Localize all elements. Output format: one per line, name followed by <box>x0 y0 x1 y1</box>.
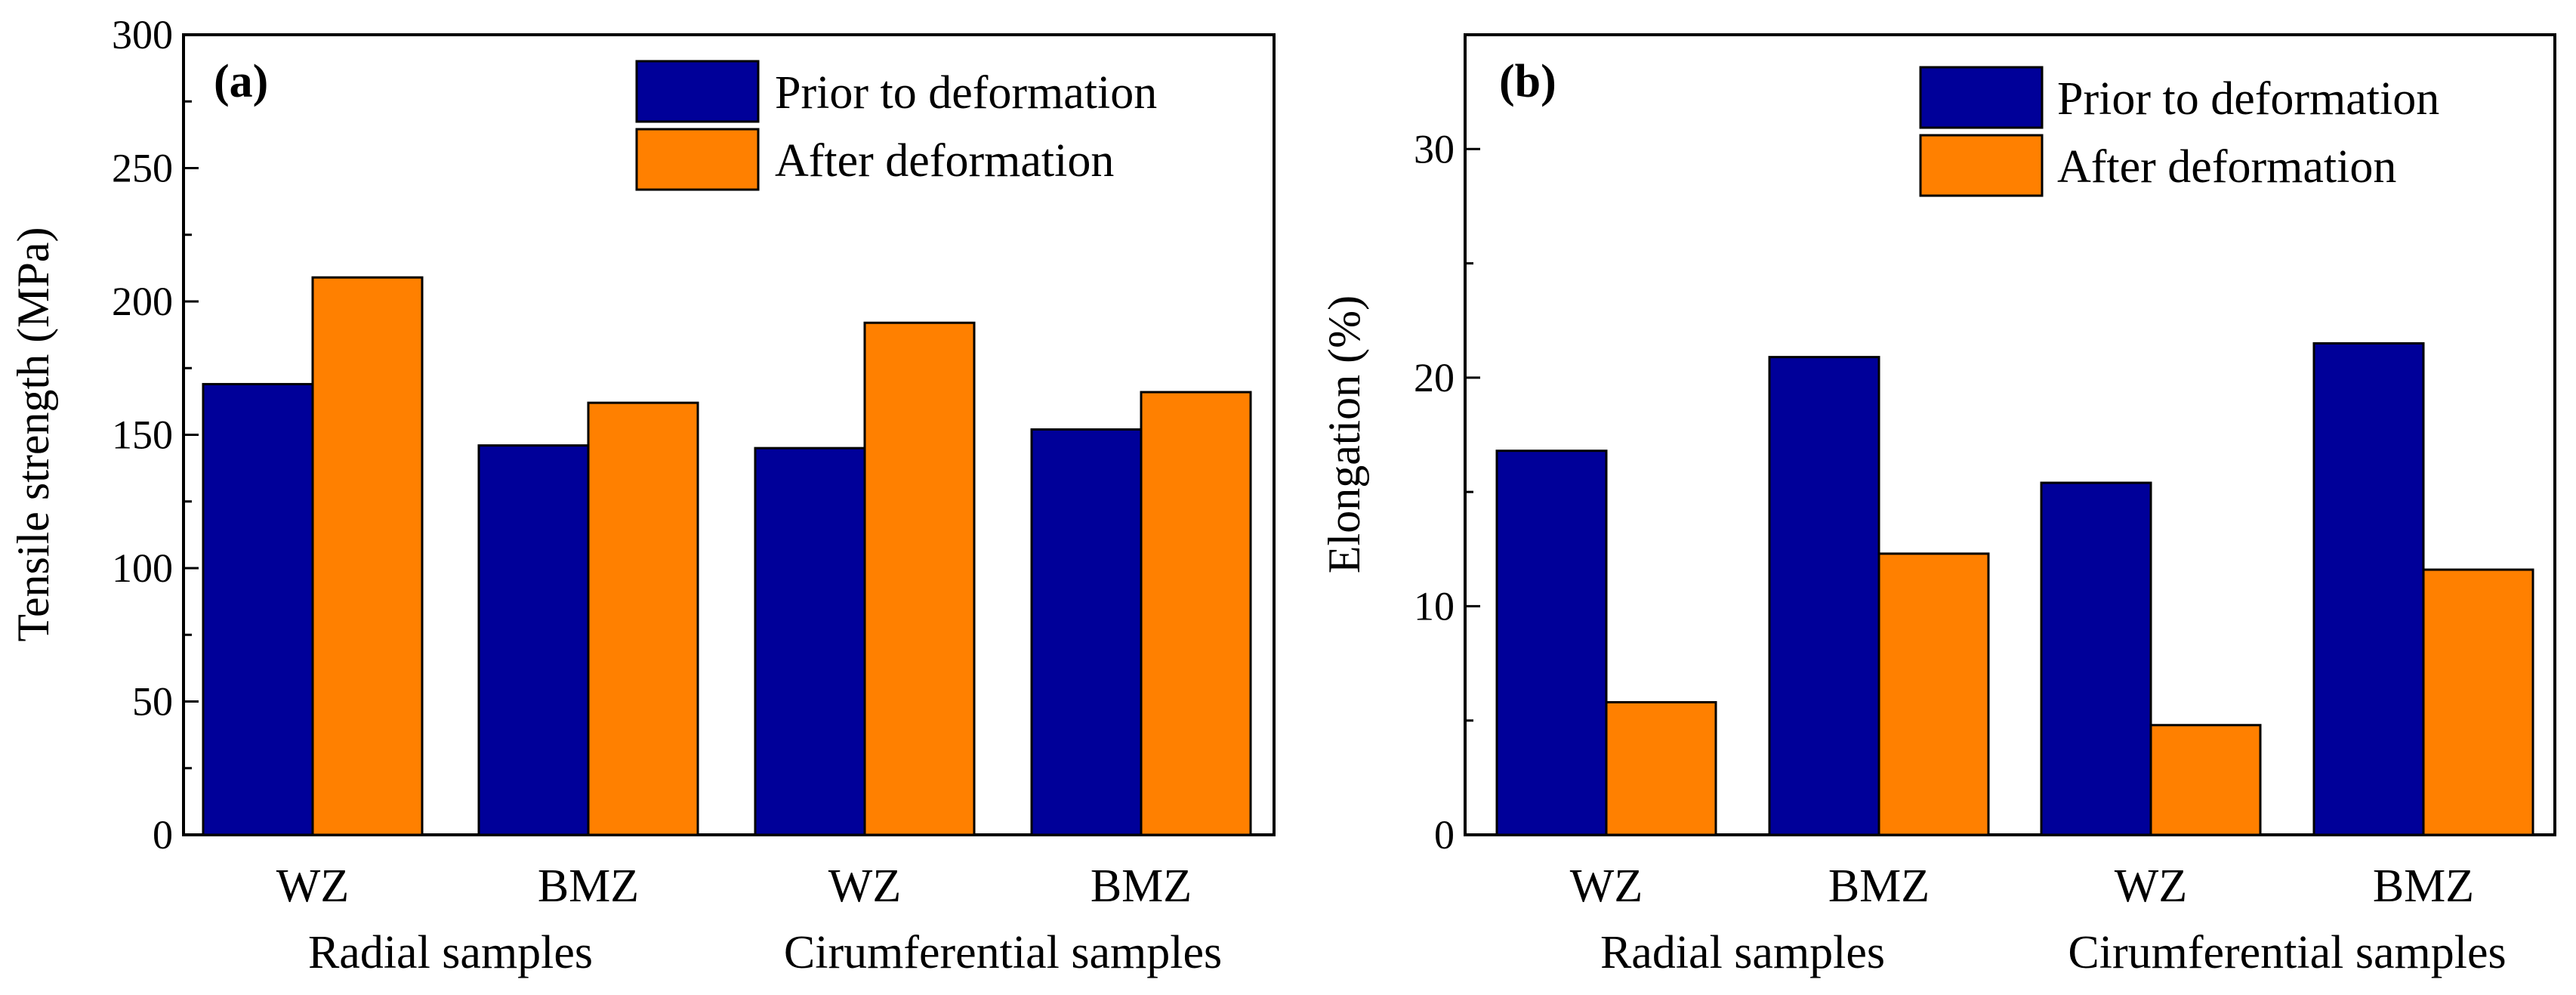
panel-b-x-tick-label: WZ <box>1570 861 1643 912</box>
panel-b-bar-after-2 <box>2149 724 2262 836</box>
panel-a-bar-prior-1 <box>477 444 590 836</box>
panel-b-y-tick-label: 0 <box>1434 812 1455 857</box>
panel-a-x-tick-label: WZ <box>276 861 349 912</box>
panel-b-bar-prior-2 <box>2040 481 2152 836</box>
panel-a-legend-swatch-prior <box>635 60 760 123</box>
panel-b-group-label: Cirumferential samples <box>2068 927 2506 978</box>
panel-a-bar-after-1 <box>587 401 699 836</box>
panel-b-legend-swatch-prior <box>1919 66 2044 129</box>
panel-a-y-tick-label: 300 <box>112 12 173 57</box>
panel-b-bar-after-1 <box>1877 552 1990 836</box>
panel-b-x-axis: WZ BMZ WZ BMZ Radial samples Cirumferential s… <box>1570 861 2507 978</box>
panel-b-bar-prior-3 <box>2312 341 2425 836</box>
panel-b-y-axis-title: Elongation (%) <box>1319 295 1369 573</box>
panel-b-elongation-chart: 0 10 20 30 WZ BMZ WZ BMZ Radial samples Cirumfer… <box>1319 33 2556 978</box>
panel-a-y-tick-label: 100 <box>112 545 173 591</box>
panel-a-x-tick-label: BMZ <box>1091 861 1192 912</box>
panel-a-group-label: Radial samples <box>308 927 593 978</box>
panel-a-y-tick-label: 50 <box>132 679 173 725</box>
panel-b-bar-prior-0 <box>1495 450 1608 836</box>
panel-b-x-tick-label: WZ <box>2115 861 2187 912</box>
panel-a-x-axis: WZ BMZ WZ BMZ Radial samples Cirumferential s… <box>276 861 1222 978</box>
panel-b-legend-swatch-after <box>1919 134 2044 197</box>
panel-a-x-tick-label: BMZ <box>538 861 639 912</box>
panel-b-bars <box>1495 341 2534 836</box>
panel-b-y-axis: 0 10 20 30 <box>1414 33 1480 857</box>
panel-b-y-tick-label: 30 <box>1414 126 1455 171</box>
panel-b-plot-frame <box>1464 33 2556 836</box>
panel-a-bars <box>202 276 1252 836</box>
panel-a-legend-swatch-after <box>635 128 760 191</box>
panel-a-bar-prior-2 <box>754 447 866 836</box>
panel-a-tensile-strength-chart: 0 50 100 150 200 250 300 WZ BMZ WZ BMZ Radial samp… <box>8 12 1276 978</box>
panel-a-legend: Prior to deformation After deformation <box>635 60 1157 191</box>
panel-a-bar-after-0 <box>311 276 424 836</box>
panel-a-group-label: Cirumferential samples <box>784 927 1222 978</box>
panel-a-label: (a) <box>214 56 268 107</box>
panel-b-label: (b) <box>1499 56 1556 107</box>
panel-a-y-tick-label: 150 <box>112 413 173 458</box>
panel-b-y-tick-label: 20 <box>1414 355 1455 400</box>
panel-a-y-axis-title: Tensile strength (MPa) <box>8 227 58 641</box>
panel-b-x-tick-label: BMZ <box>1828 861 1930 912</box>
panel-b-y-tick-label: 10 <box>1414 583 1455 629</box>
panel-a-legend-label-after: After deformation <box>775 135 1114 187</box>
panel-a-bar-prior-0 <box>202 382 314 836</box>
panel-a-y-tick-label: 0 <box>153 812 173 857</box>
panel-b-legend-label-prior: Prior to deformation <box>2057 73 2439 125</box>
panel-b-legend-label-after: After deformation <box>2057 141 2396 193</box>
panel-a-bar-prior-3 <box>1030 428 1143 836</box>
panel-b-bar-after-0 <box>1605 701 1717 836</box>
panel-b-group-label: Radial samples <box>1600 927 1885 978</box>
panel-a-bar-after-2 <box>863 321 976 836</box>
panel-b-bar-prior-1 <box>1768 356 1880 836</box>
panel-b-bar-after-3 <box>2422 568 2534 836</box>
panel-a-y-axis: 0 50 100 150 200 250 300 <box>112 12 199 857</box>
panel-a-legend-label-prior: Prior to deformation <box>775 67 1157 119</box>
panel-a-y-tick-label: 200 <box>112 279 173 324</box>
panel-a-bar-after-3 <box>1140 391 1252 836</box>
panel-a-y-tick-label: 250 <box>112 146 173 191</box>
panel-b-legend: Prior to deformation After deformation <box>1919 66 2439 197</box>
panel-b-x-tick-label: BMZ <box>2373 861 2474 912</box>
panel-a-x-tick-label: WZ <box>828 861 901 912</box>
